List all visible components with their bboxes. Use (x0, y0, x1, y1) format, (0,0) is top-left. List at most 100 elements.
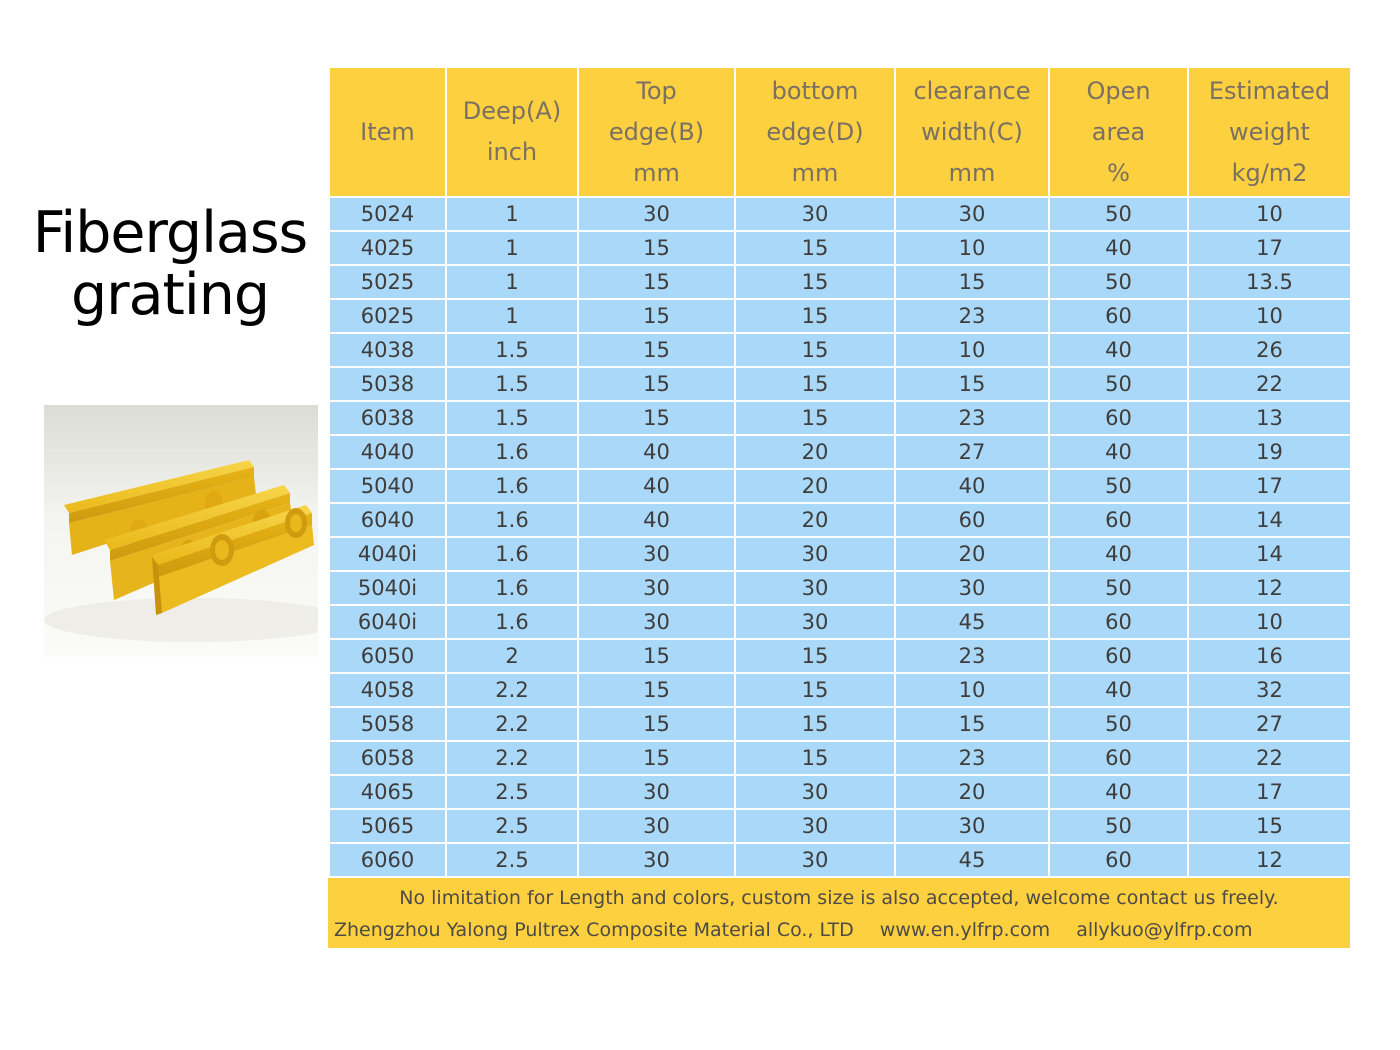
table-cell: 15 (734, 672, 896, 708)
spec-table-body: 5024 1 30 30 30 50 10 4025 1 15 15 10 40 17 5025 1 15 15 1… (328, 196, 1352, 878)
table-cell: 2.5 (445, 808, 579, 844)
table-cell: 15 (894, 706, 1050, 742)
table-cell: 27 (1187, 706, 1352, 742)
table-cell: 1.6 (445, 502, 579, 538)
table-cell: 10 (1187, 604, 1352, 640)
table-cell: 50 (1048, 706, 1189, 742)
table-row: 5038 1.5 15 15 15 50 22 (328, 366, 1352, 402)
table-cell: 40 (1048, 672, 1189, 708)
table-cell: 60 (1048, 502, 1189, 538)
table-cell: 23 (894, 400, 1050, 436)
table-cell: 40 (1048, 434, 1189, 470)
table-cell: 15 (577, 264, 736, 300)
table-cell: 19 (1187, 434, 1352, 470)
table-cell: 4065 (328, 774, 447, 810)
table-cell: 22 (1187, 366, 1352, 402)
table-cell: 15 (577, 638, 736, 674)
table-cell: 40 (894, 468, 1050, 504)
col-header-deep: Deep(A) inch (445, 66, 579, 198)
header-line: edge(B) (608, 117, 705, 146)
footer-contact: Zhengzhou Yalong Pultrex Composite Mater… (328, 914, 1350, 946)
table-cell: 15 (577, 706, 736, 742)
table-row: 6050 2 15 15 23 60 16 (328, 638, 1352, 674)
table-cell: 50 (1048, 808, 1189, 844)
table-cell: 1 (445, 298, 579, 334)
table-cell: 40 (1048, 536, 1189, 572)
table-cell: 5024 (328, 196, 447, 232)
table-cell: 40 (577, 502, 736, 538)
table-cell: 17 (1187, 468, 1352, 504)
table-cell: 15 (734, 400, 896, 436)
title-line-1: Fiberglass (32, 200, 309, 266)
table-row: 4025 1 15 15 10 40 17 (328, 230, 1352, 266)
table-cell: 30 (577, 774, 736, 810)
table-cell: 10 (894, 672, 1050, 708)
table-cell: 60 (1048, 298, 1189, 334)
table-cell: 20 (734, 502, 896, 538)
table-cell: 15 (1187, 808, 1352, 844)
table-cell: 6050 (328, 638, 447, 674)
header-line: width(C) (921, 117, 1023, 146)
table-cell: 15 (734, 264, 896, 300)
table-cell: 1 (445, 264, 579, 300)
table-cell: 30 (734, 774, 896, 810)
table-cell: 5058 (328, 706, 447, 742)
table-cell: 40 (1048, 230, 1189, 266)
table-cell: 40 (1048, 774, 1189, 810)
table-cell: 2.2 (445, 740, 579, 776)
header-line: mm (791, 158, 839, 187)
table-cell: 15 (734, 332, 896, 368)
table-cell: 15 (734, 638, 896, 674)
table-cell: 10 (894, 230, 1050, 266)
header-line: Estimated (1208, 76, 1331, 105)
footer-note: No limitation for Length and colors, cus… (399, 887, 1279, 909)
table-cell: 15 (577, 400, 736, 436)
table-cell: 30 (734, 842, 896, 878)
table-cell: 60 (894, 502, 1050, 538)
table-cell: 1.5 (445, 366, 579, 402)
table-cell: 15 (577, 740, 736, 776)
table-cell: 1.5 (445, 332, 579, 368)
table-cell: 1 (445, 196, 579, 232)
table-cell: 15 (734, 298, 896, 334)
table-cell: 60 (1048, 842, 1189, 878)
header-line: edge(D) (766, 117, 864, 146)
table-row: 5024 1 30 30 30 50 10 (328, 196, 1352, 232)
header-line: area (1091, 117, 1146, 146)
header-line: mm (948, 158, 996, 187)
table-cell: 15 (734, 706, 896, 742)
table-cell: 1.6 (445, 536, 579, 572)
grating-product-photo (44, 405, 318, 657)
table-cell: 5040i (328, 570, 447, 606)
spec-header-row: Item Deep(A) inch Top edge(B) mm bottom edge… (328, 66, 1352, 198)
header-line: Item (360, 117, 415, 146)
table-cell: 30 (577, 196, 736, 232)
table-cell: 14 (1187, 536, 1352, 572)
table-cell: 40 (577, 434, 736, 470)
table-row: 6058 2.2 15 15 23 60 22 (328, 740, 1352, 776)
spec-table: Item Deep(A) inch Top edge(B) mm bottom edge… (328, 66, 1352, 878)
table-cell: 14 (1187, 502, 1352, 538)
table-cell: 6040i (328, 604, 447, 640)
table-cell: 6060 (328, 842, 447, 878)
table-cell: 16 (1187, 638, 1352, 674)
table-cell: 60 (1048, 638, 1189, 674)
table-row: 4038 1.5 15 15 10 40 26 (328, 332, 1352, 368)
table-row: 4058 2.2 15 15 10 40 32 (328, 672, 1352, 708)
table-row: 4040i 1.6 30 30 20 40 14 (328, 536, 1352, 572)
table-cell: 30 (577, 536, 736, 572)
table-cell: 10 (894, 332, 1050, 368)
table-cell: 10 (1187, 196, 1352, 232)
table-row: 6040 1.6 40 20 60 60 14 (328, 502, 1352, 538)
table-row: 5065 2.5 30 30 30 50 15 (328, 808, 1352, 844)
table-cell: 50 (1048, 366, 1189, 402)
table-cell: 30 (894, 570, 1050, 606)
table-row: 6025 1 15 15 23 60 10 (328, 298, 1352, 334)
table-cell: 50 (1048, 570, 1189, 606)
table-cell: 2.2 (445, 706, 579, 742)
table-cell: 2.5 (445, 774, 579, 810)
table-cell: 20 (734, 434, 896, 470)
table-cell: 30 (734, 604, 896, 640)
table-cell: 6038 (328, 400, 447, 436)
col-header-clearance-width: clearance width(C) mm (894, 66, 1050, 198)
